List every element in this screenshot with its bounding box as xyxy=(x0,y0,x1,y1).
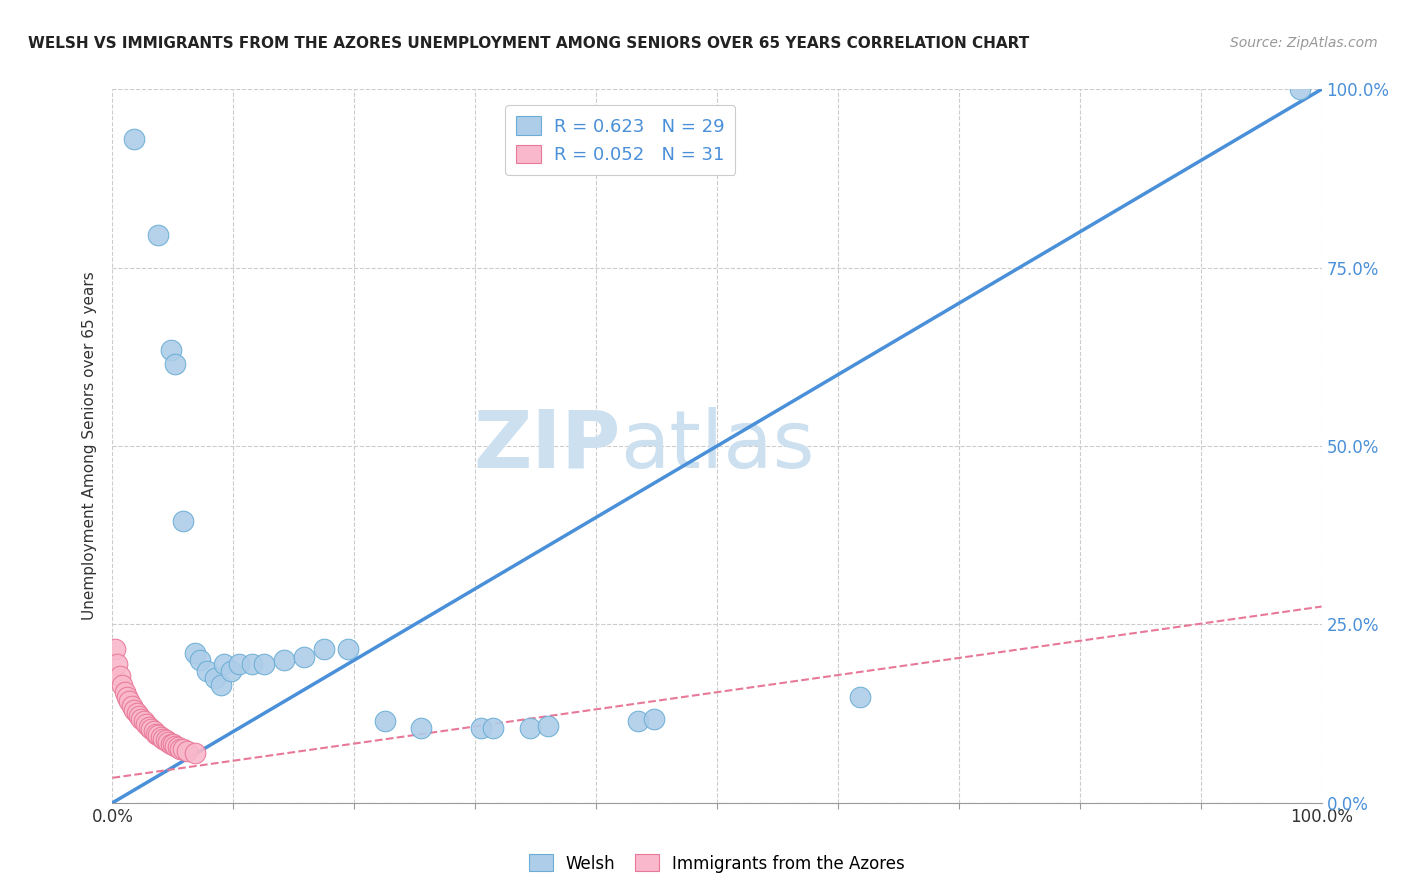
Point xyxy=(159,343,181,357)
Point xyxy=(253,657,276,671)
Legend: Welsh, Immigrants from the Azores: Welsh, Immigrants from the Azores xyxy=(523,847,911,880)
Point xyxy=(166,740,188,755)
Point xyxy=(204,671,226,685)
Point xyxy=(374,714,396,728)
Text: ZIP: ZIP xyxy=(472,407,620,485)
Point xyxy=(138,720,160,734)
Point xyxy=(125,706,148,720)
Text: Source: ZipAtlas.com: Source: ZipAtlas.com xyxy=(1230,36,1378,50)
Point xyxy=(142,724,165,739)
Point xyxy=(122,132,145,146)
Point xyxy=(141,723,163,737)
Text: atlas: atlas xyxy=(620,407,814,485)
Point xyxy=(209,678,232,692)
Y-axis label: Unemployment Among Seniors over 65 years: Unemployment Among Seniors over 65 years xyxy=(82,272,97,620)
Point xyxy=(149,730,172,744)
Point xyxy=(128,708,150,723)
Point xyxy=(152,731,174,746)
Point xyxy=(104,642,127,657)
Point xyxy=(292,649,315,664)
Point xyxy=(183,746,205,760)
Point xyxy=(627,714,650,728)
Point xyxy=(122,703,145,717)
Point xyxy=(155,733,177,747)
Point xyxy=(312,642,335,657)
Point xyxy=(131,712,153,726)
Point xyxy=(162,737,184,751)
Point xyxy=(219,664,242,678)
Point xyxy=(1289,82,1312,96)
Point xyxy=(148,728,170,742)
Point xyxy=(157,735,180,749)
Point xyxy=(135,717,157,731)
Point xyxy=(848,690,870,705)
Point xyxy=(105,657,128,671)
Point xyxy=(537,719,560,733)
Point xyxy=(172,514,194,528)
Point xyxy=(172,742,194,756)
Point xyxy=(132,714,155,729)
Point xyxy=(176,744,198,758)
Point xyxy=(273,653,295,667)
Point xyxy=(519,721,541,735)
Point xyxy=(169,741,191,756)
Point xyxy=(188,653,211,667)
Text: WELSH VS IMMIGRANTS FROM THE AZORES UNEMPLOYMENT AMONG SENIORS OVER 65 YEARS COR: WELSH VS IMMIGRANTS FROM THE AZORES UNEM… xyxy=(28,36,1029,51)
Point xyxy=(165,357,187,371)
Point xyxy=(148,228,170,243)
Point xyxy=(643,712,665,726)
Point xyxy=(470,721,492,735)
Point xyxy=(118,694,141,708)
Point xyxy=(121,698,143,713)
Point xyxy=(195,664,218,678)
Point xyxy=(409,721,432,735)
Point xyxy=(337,642,360,657)
Point xyxy=(159,737,181,751)
Point xyxy=(111,678,134,692)
Point xyxy=(183,646,205,660)
Legend: R = 0.623   N = 29, R = 0.052   N = 31: R = 0.623 N = 29, R = 0.052 N = 31 xyxy=(505,105,735,175)
Point xyxy=(212,657,235,671)
Point xyxy=(145,726,167,740)
Point xyxy=(108,669,131,683)
Point xyxy=(240,657,263,671)
Point xyxy=(165,739,187,753)
Point xyxy=(115,690,138,705)
Point xyxy=(114,685,136,699)
Point xyxy=(228,657,250,671)
Point xyxy=(482,721,505,735)
